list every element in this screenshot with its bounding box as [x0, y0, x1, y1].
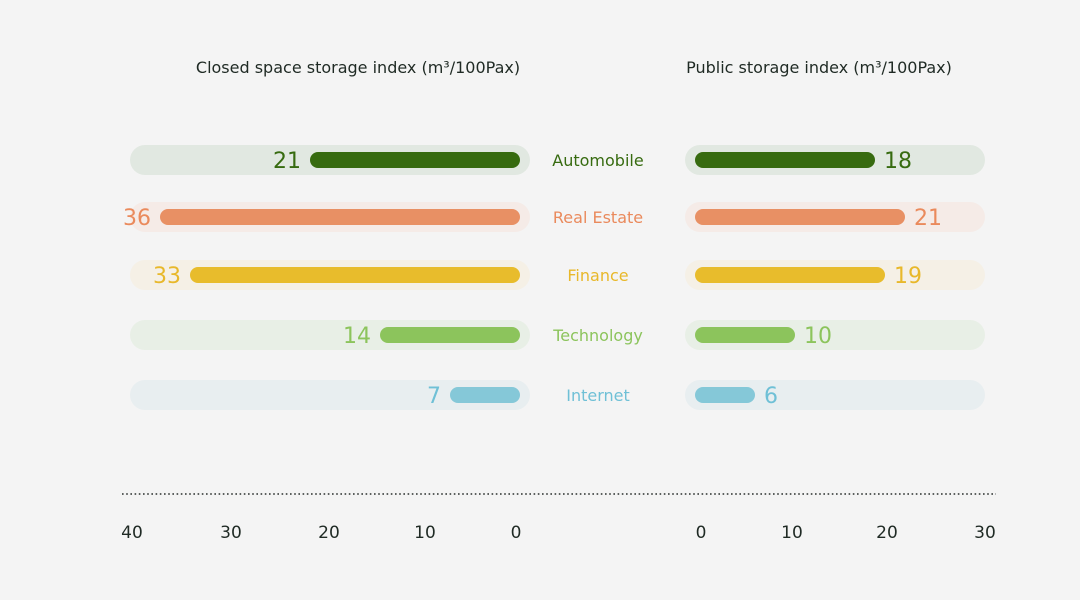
right-bar [695, 267, 885, 283]
left-value-label: 7 [427, 384, 441, 409]
category-label: Internet [566, 386, 630, 405]
left-value-label: 21 [273, 149, 301, 174]
right-value-label: 21 [914, 206, 942, 231]
right-bar [695, 209, 905, 225]
right-tick-label: 30 [974, 523, 996, 543]
right-value-label: 10 [804, 324, 832, 349]
right-value-label: 19 [894, 264, 922, 289]
left-bar [310, 152, 520, 168]
category-label: Automobile [552, 151, 643, 170]
right-value-label: 6 [764, 384, 778, 409]
right-panel-title: Public storage index (m³/100Pax) [686, 58, 952, 77]
left-value-label: 33 [153, 264, 181, 289]
left-value-label: 14 [343, 324, 371, 349]
left-value-label: 36 [123, 206, 151, 231]
right-tick-label: 0 [696, 523, 707, 543]
left-tick-label: 30 [220, 523, 242, 543]
left-tick-label: 0 [511, 523, 522, 543]
axis-ticks: 40 30 20 10 0 0 10 20 30 [121, 523, 996, 543]
left-panel-title: Closed space storage index (m³/100Pax) [196, 58, 520, 77]
left-bar [190, 267, 520, 283]
left-tick-label: 20 [318, 523, 340, 543]
right-bar [695, 327, 795, 343]
right-value-label: 18 [884, 149, 912, 174]
left-bar [380, 327, 520, 343]
right-bar [695, 387, 755, 403]
category-label: Finance [567, 266, 628, 285]
right-track [685, 380, 985, 410]
right-bar [695, 152, 875, 168]
left-tick-label: 10 [414, 523, 436, 543]
category-label: Real Estate [553, 208, 643, 227]
right-tick-label: 10 [781, 523, 803, 543]
left-bar [160, 209, 520, 225]
right-tick-label: 20 [876, 523, 898, 543]
bar-rows: 21 Automobile 18 36 Real Estate 21 33 Finance 19… [123, 145, 985, 410]
left-track [130, 380, 530, 410]
left-bar [450, 387, 520, 403]
left-tick-label: 40 [121, 523, 143, 543]
category-label: Technology [552, 326, 643, 345]
